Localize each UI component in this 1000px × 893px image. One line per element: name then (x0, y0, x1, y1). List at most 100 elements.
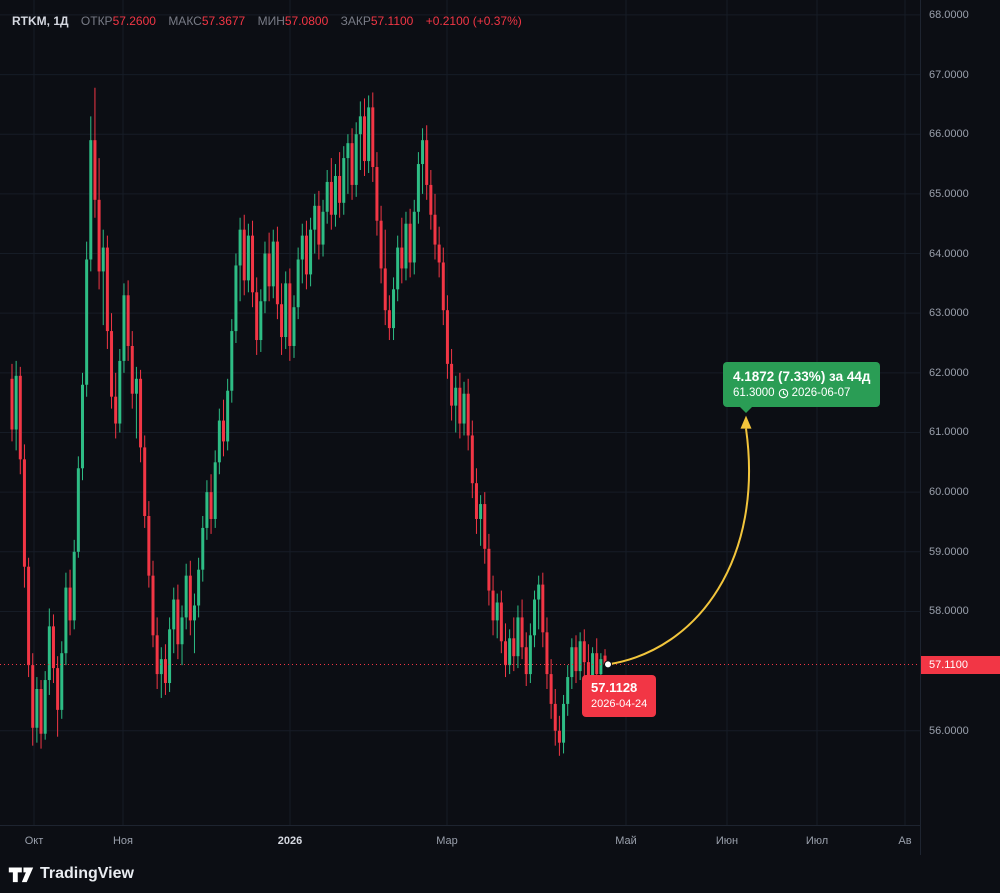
price-axis[interactable]: 57.1100 68.0000 67.0000 66.0000 65.0000 64.0… (920, 0, 1000, 855)
candle-body (437, 244, 441, 263)
candle-body (213, 462, 217, 519)
candle-body (251, 235, 255, 293)
projection-price: 61.3000 (733, 387, 775, 400)
candle-body (487, 548, 491, 591)
candle-body (296, 259, 300, 308)
candle-body (512, 638, 516, 657)
candle-body (134, 378, 138, 394)
low-label: МИН (257, 14, 285, 28)
candle-body (578, 641, 582, 672)
candle-body (313, 205, 317, 230)
candle-body (441, 262, 445, 311)
candlestick-chart[interactable] (0, 0, 920, 825)
candle-body (599, 659, 603, 675)
candle-body (491, 590, 495, 621)
bottom-bar: TradingView (0, 855, 1000, 893)
candle-body (524, 647, 528, 675)
candle-body (387, 310, 391, 329)
arrowhead-icon (740, 415, 752, 429)
price-axis-label: 56.0000 (929, 724, 969, 737)
candle-body (192, 605, 196, 621)
candle-body (553, 703, 557, 731)
candle-body (591, 653, 595, 681)
candle-body (147, 515, 151, 576)
price-axis-label: 68.0000 (929, 8, 969, 21)
candle-body (479, 504, 483, 519)
candle-body (425, 140, 429, 185)
tradingview-logo[interactable]: TradingView (8, 864, 134, 884)
symbol-title[interactable]: RTKM, 1Д (12, 14, 69, 28)
projection-arrow[interactable] (607, 428, 751, 666)
candle-body (43, 680, 47, 734)
candle-body (97, 199, 101, 272)
candle-body (304, 235, 308, 275)
candle-body (566, 677, 570, 704)
time-axis[interactable]: Окт Ноя 2026 Мар Май Июн Июл Ав (0, 825, 920, 855)
candle-body (159, 659, 163, 675)
candle-body (230, 331, 234, 391)
time-axis-label: Окт (24, 834, 44, 847)
candle-body (325, 181, 329, 212)
candle-body (454, 387, 458, 406)
candle-body (346, 143, 350, 159)
candle-body (56, 668, 60, 710)
candle-body (205, 492, 209, 528)
candle-body (118, 360, 122, 424)
candle-body (110, 331, 114, 397)
source-price-tooltip[interactable]: 57.1128 2026-04-24 (582, 675, 657, 717)
time-axis-label: Июл (805, 834, 829, 847)
candle-body (333, 175, 337, 215)
candle-body (168, 629, 172, 684)
candle-body (383, 268, 387, 311)
low-value: 57.0800 (284, 14, 329, 28)
candle-body (321, 211, 325, 245)
candle-body (549, 674, 553, 704)
candle-body (114, 396, 118, 424)
candle-body (10, 378, 14, 430)
candle-body (238, 229, 242, 266)
open-value: 57.2600 (112, 14, 156, 28)
candle-body (362, 116, 366, 162)
price-axis-label: 59.0000 (929, 545, 969, 558)
anchor-dot[interactable] (604, 660, 612, 669)
candle-body (22, 459, 26, 567)
candle-body (429, 184, 433, 215)
time-axis-label: Ноя (112, 834, 134, 847)
candle-body (27, 566, 31, 666)
candle-body (371, 107, 375, 168)
candle-body (528, 635, 532, 675)
high-value: 57.3677 (201, 14, 246, 28)
candle-body (474, 483, 478, 519)
candle-body (151, 575, 155, 636)
candle-body (412, 211, 416, 263)
candle-body (358, 116, 362, 135)
candle-body (458, 387, 462, 424)
candle-body (76, 468, 80, 552)
candle-body (80, 384, 84, 469)
candle-body (574, 647, 578, 672)
candle-body (226, 390, 230, 442)
candle-body (503, 641, 507, 666)
projection-label[interactable]: 4.1872 (7.33%) за 44д 61.3000 2026-06-07 (723, 361, 881, 414)
candle-body (595, 653, 599, 675)
candle-body (408, 223, 412, 263)
tradingview-logo-icon (8, 867, 34, 883)
tooltip-notch (740, 407, 752, 414)
candle-body (31, 665, 35, 728)
candle-body (379, 220, 383, 269)
candle-body (582, 641, 586, 663)
price-axis-label: 63.0000 (929, 307, 969, 320)
candle-body (255, 292, 259, 341)
candle-body (404, 223, 408, 269)
candle-body (367, 107, 371, 162)
candle-body (541, 584, 545, 633)
candle-body (246, 235, 250, 281)
price-axis-label: 67.0000 (929, 68, 969, 81)
candle-body (466, 393, 470, 436)
candle-body (267, 253, 271, 287)
candle-body (163, 659, 167, 684)
candle-body (184, 575, 188, 618)
time-axis-label: Ав (898, 834, 912, 847)
time-axis-label: Мар (436, 834, 458, 847)
